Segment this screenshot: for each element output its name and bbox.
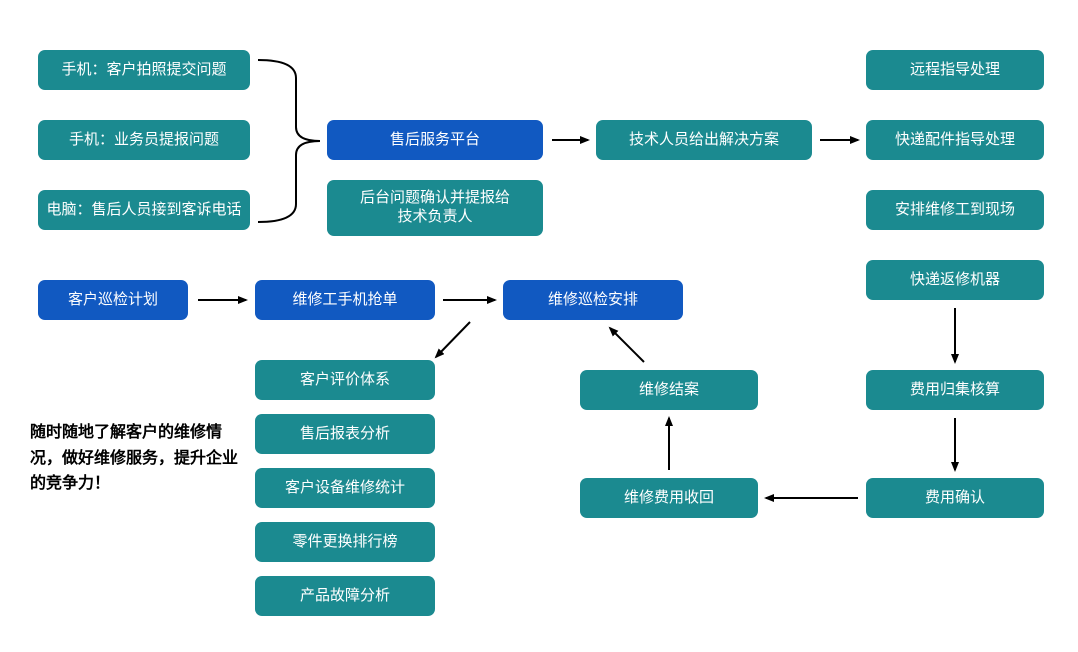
flow-node-n_platform: 售后服务平台 (327, 120, 543, 160)
flow-node-n_repair_close: 维修结案 (580, 370, 758, 410)
flow-node-label: 维修巡检安排 (548, 291, 638, 310)
flow-node-label: 售后服务平台 (390, 131, 480, 150)
flow-node-label: 手机：客户拍照提交问题 (61, 61, 226, 80)
flow-node-n_report_analyze: 售后报表分析 (255, 414, 435, 454)
flow-node-n_part_rank: 零件更换排行榜 (255, 522, 435, 562)
flow-node-label: 产品故障分析 (300, 587, 390, 606)
flow-node-label: 费用确认 (925, 489, 985, 508)
flow-node-n_express_return: 快递返修机器 (866, 260, 1044, 300)
flow-node-label: 客户设备维修统计 (285, 479, 405, 498)
flow-node-n_cost_recycle: 维修费用收回 (580, 478, 758, 518)
flow-node-n_phone_staff: 手机：业务员提报问题 (38, 120, 250, 160)
flow-node-label: 后台问题确认并提报给 技术负责人 (360, 189, 510, 227)
flow-node-n_cust_eval: 客户评价体系 (255, 360, 435, 400)
flow-node-label: 费用归集核算 (910, 381, 1000, 400)
flow-node-n_fault_analyze: 产品故障分析 (255, 576, 435, 616)
flow-node-n_worker_grab: 维修工手机抢单 (255, 280, 435, 320)
caption-text: 随时随地了解客户的维修情况，做好维修服务，提升企业的竞争力！ (30, 420, 240, 497)
flow-node-label: 售后报表分析 (300, 425, 390, 444)
flow-node-label: 远程指导处理 (910, 61, 1000, 80)
flow-node-n_inspect_plan: 客户巡检计划 (38, 280, 188, 320)
flow-node-label: 维修费用收回 (624, 489, 714, 508)
flow-node-n_dispatch_worker: 安排维修工到现场 (866, 190, 1044, 230)
flow-node-label: 快递返修机器 (910, 271, 1000, 290)
flow-node-label: 技术人员给出解决方案 (629, 131, 779, 150)
arrows-layer (0, 0, 1078, 652)
flow-node-n_backend_confirm: 后台问题确认并提报给 技术负责人 (327, 180, 543, 236)
arrow-a_grab_to_eval (436, 322, 470, 357)
flow-node-n_tech_solution: 技术人员给出解决方案 (596, 120, 812, 160)
flow-node-label: 电脑：售后人员接到客诉电话 (46, 201, 241, 220)
flow-node-n_cost_confirm: 费用确认 (866, 478, 1044, 518)
flow-node-n_repair_inspect: 维修巡检安排 (503, 280, 683, 320)
flow-node-n_express_parts: 快递配件指导处理 (866, 120, 1044, 160)
flow-node-label: 客户巡检计划 (68, 291, 158, 310)
flow-node-label: 快递配件指导处理 (895, 131, 1015, 150)
flow-node-label: 客户评价体系 (300, 371, 390, 390)
flow-node-n_remote_guide: 远程指导处理 (866, 50, 1044, 90)
flow-node-label: 零件更换排行榜 (292, 533, 397, 552)
flow-node-n_cost_collect: 费用归集核算 (866, 370, 1044, 410)
flow-node-label: 手机：业务员提报问题 (69, 131, 219, 150)
flow-node-n_device_stats: 客户设备维修统计 (255, 468, 435, 508)
flowchart-canvas: 手机：客户拍照提交问题手机：业务员提报问题电脑：售后人员接到客诉电话 售后服务平台… (0, 0, 1078, 652)
flow-node-label: 维修结案 (639, 381, 699, 400)
flow-node-n_phone_customer: 手机：客户拍照提交问题 (38, 50, 250, 90)
curly-brace (258, 60, 320, 222)
arrow-a_close_to_repairinsp (610, 328, 644, 362)
flow-node-label: 维修工手机抢单 (292, 291, 397, 310)
flow-node-n_pc_support: 电脑：售后人员接到客诉电话 (38, 190, 250, 230)
flow-node-label: 安排维修工到现场 (895, 201, 1015, 220)
